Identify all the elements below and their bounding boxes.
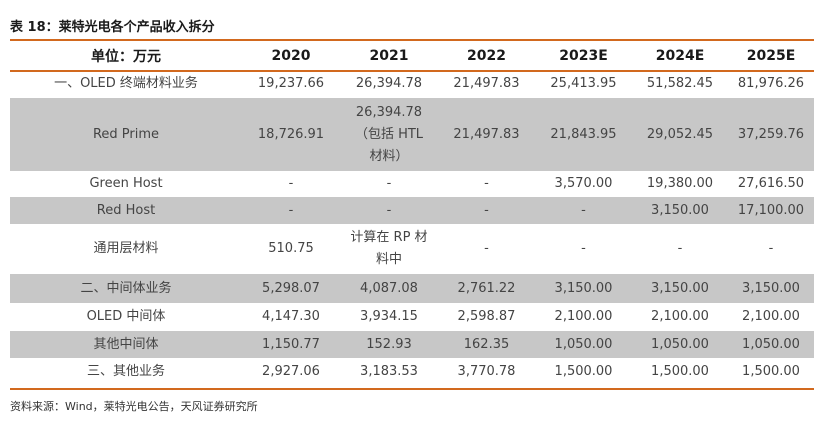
table-row: Green Host - - - 3,570.00 19,380.00 27,6… (10, 171, 814, 197)
row-label: Red Prime (10, 98, 242, 171)
cell-value: 152.93 (340, 331, 438, 358)
cell-value: 19,237.66 (242, 70, 340, 98)
cell-value: 21,843.95 (535, 98, 632, 171)
cell-value: 17,100.00 (728, 197, 814, 224)
cell-value: 5,298.07 (242, 274, 340, 303)
cell-value: 3,183.53 (340, 358, 438, 385)
cell-value: 2,598.87 (438, 303, 535, 331)
cell-value: 1,500.00 (535, 358, 632, 385)
cell-value: 51,582.45 (632, 70, 728, 98)
cell-value: 1,050.00 (632, 331, 728, 358)
cell-value: 3,150.00 (632, 197, 728, 224)
row-label: 通用层材料 (10, 224, 242, 274)
cell-value: - (242, 171, 340, 197)
cell-value: - (438, 197, 535, 224)
cell-value: 1,050.00 (535, 331, 632, 358)
cell-value: 26,394.78 (340, 70, 438, 98)
cell-value: 1,500.00 (728, 358, 814, 385)
table-caption: 表 18：莱特光电各个产品收入拆分 (10, 20, 215, 35)
cell-value: 21,497.83 (438, 70, 535, 98)
cell-value: - (535, 197, 632, 224)
top-rule (10, 39, 814, 41)
table-row: 其他中间体 1,150.77 152.93 162.35 1,050.00 1,… (10, 331, 814, 358)
cell-value: - (438, 224, 535, 274)
row-label: Green Host (10, 171, 242, 197)
cell-value: 3,150.00 (728, 274, 814, 303)
table-row: Red Prime 18,726.91 26,394.78 （包括 HTL 材料… (10, 98, 814, 171)
table-row: 一、OLED 终端材料业务 19,237.66 26,394.78 21,497… (10, 70, 814, 98)
cell-value: 3,934.15 (340, 303, 438, 331)
cell-value: 3,150.00 (632, 274, 728, 303)
cell-value: 162.35 (438, 331, 535, 358)
table-row: 三、其他业务 2,927.06 3,183.53 3,770.78 1,500.… (10, 358, 814, 385)
cell-value: 27,616.50 (728, 171, 814, 197)
cell-line: （包括 HTL (354, 126, 424, 142)
cell-value: 4,147.30 (242, 303, 340, 331)
cell-value: 2,100.00 (728, 303, 814, 331)
header-year: 2025E (746, 47, 796, 64)
header-year: 2020 (271, 47, 311, 64)
table-row: OLED 中间体 4,147.30 3,934.15 2,598.87 2,10… (10, 303, 814, 331)
cell-value: 19,380.00 (632, 171, 728, 197)
bottom-rule (10, 388, 814, 390)
cell-value: - (340, 171, 438, 197)
cell-value: - (340, 197, 438, 224)
cell-value: - (632, 224, 728, 274)
row-label: OLED 中间体 (10, 303, 242, 331)
header-rule (10, 70, 814, 72)
cell-value: 3,570.00 (535, 171, 632, 197)
cell-value: - (535, 224, 632, 274)
header-year: 2022 (467, 47, 506, 64)
cell-value: - (242, 197, 340, 224)
cell-value: 1,500.00 (632, 358, 728, 385)
cell-value: 2,927.06 (242, 358, 340, 385)
cell-value: 4,087.08 (340, 274, 438, 303)
row-label: Red Host (10, 197, 242, 224)
cell-value: 2,761.22 (438, 274, 535, 303)
cell-value: 3,150.00 (535, 274, 632, 303)
cell-value: - (438, 171, 535, 197)
row-label: 三、其他业务 (10, 358, 242, 385)
source-note: 资料来源：Wind，莱特光电公告，天风证券研究所 (10, 400, 258, 413)
cell-value: 510.75 (242, 224, 340, 274)
cell-value-multiline: 计算在 RP 材 料中 (340, 224, 438, 274)
cell-line: 材料） (369, 148, 409, 164)
cell-line: 料中 (375, 252, 402, 267)
cell-line: 计算在 RP 材 (350, 230, 428, 245)
table-row: 通用层材料 510.75 计算在 RP 材 料中 - - - - (10, 224, 814, 274)
cell-value: 25,413.95 (535, 70, 632, 98)
cell-line: 26,394.78 (355, 104, 423, 120)
row-label: 其他中间体 (10, 331, 242, 358)
table-row: Red Host - - - - 3,150.00 17,100.00 (10, 197, 814, 224)
cell-value: 29,052.45 (632, 98, 728, 171)
cell-value: 18,726.91 (242, 98, 340, 171)
row-label: 二、中间体业务 (10, 274, 242, 303)
cell-value-multiline: 26,394.78 （包括 HTL 材料） (340, 98, 438, 171)
revenue-breakdown-table: 单位：万元 2020 2021 2022 2023E 2024E 2025E 一… (10, 41, 814, 385)
cell-value: 37,259.76 (728, 98, 814, 171)
cell-value: 2,100.00 (535, 303, 632, 331)
cell-value: 1,050.00 (728, 331, 814, 358)
cell-value: 1,150.77 (242, 331, 340, 358)
cell-value: 3,770.78 (438, 358, 535, 385)
header-year: 2021 (369, 47, 409, 64)
row-label: 一、OLED 终端材料业务 (10, 70, 242, 98)
header-row: 单位：万元 2020 2021 2022 2023E 2024E 2025E (10, 41, 814, 70)
header-unit: 单位：万元 (91, 48, 161, 65)
table-row: 二、中间体业务 5,298.07 4,087.08 2,761.22 3,150… (10, 274, 814, 303)
cell-value: 2,100.00 (632, 303, 728, 331)
header-year: 2023E (559, 47, 608, 64)
header-year: 2024E (655, 47, 705, 64)
cell-value: 81,976.26 (728, 70, 814, 98)
cell-value: - (728, 224, 814, 274)
cell-value: 21,497.83 (438, 98, 535, 171)
